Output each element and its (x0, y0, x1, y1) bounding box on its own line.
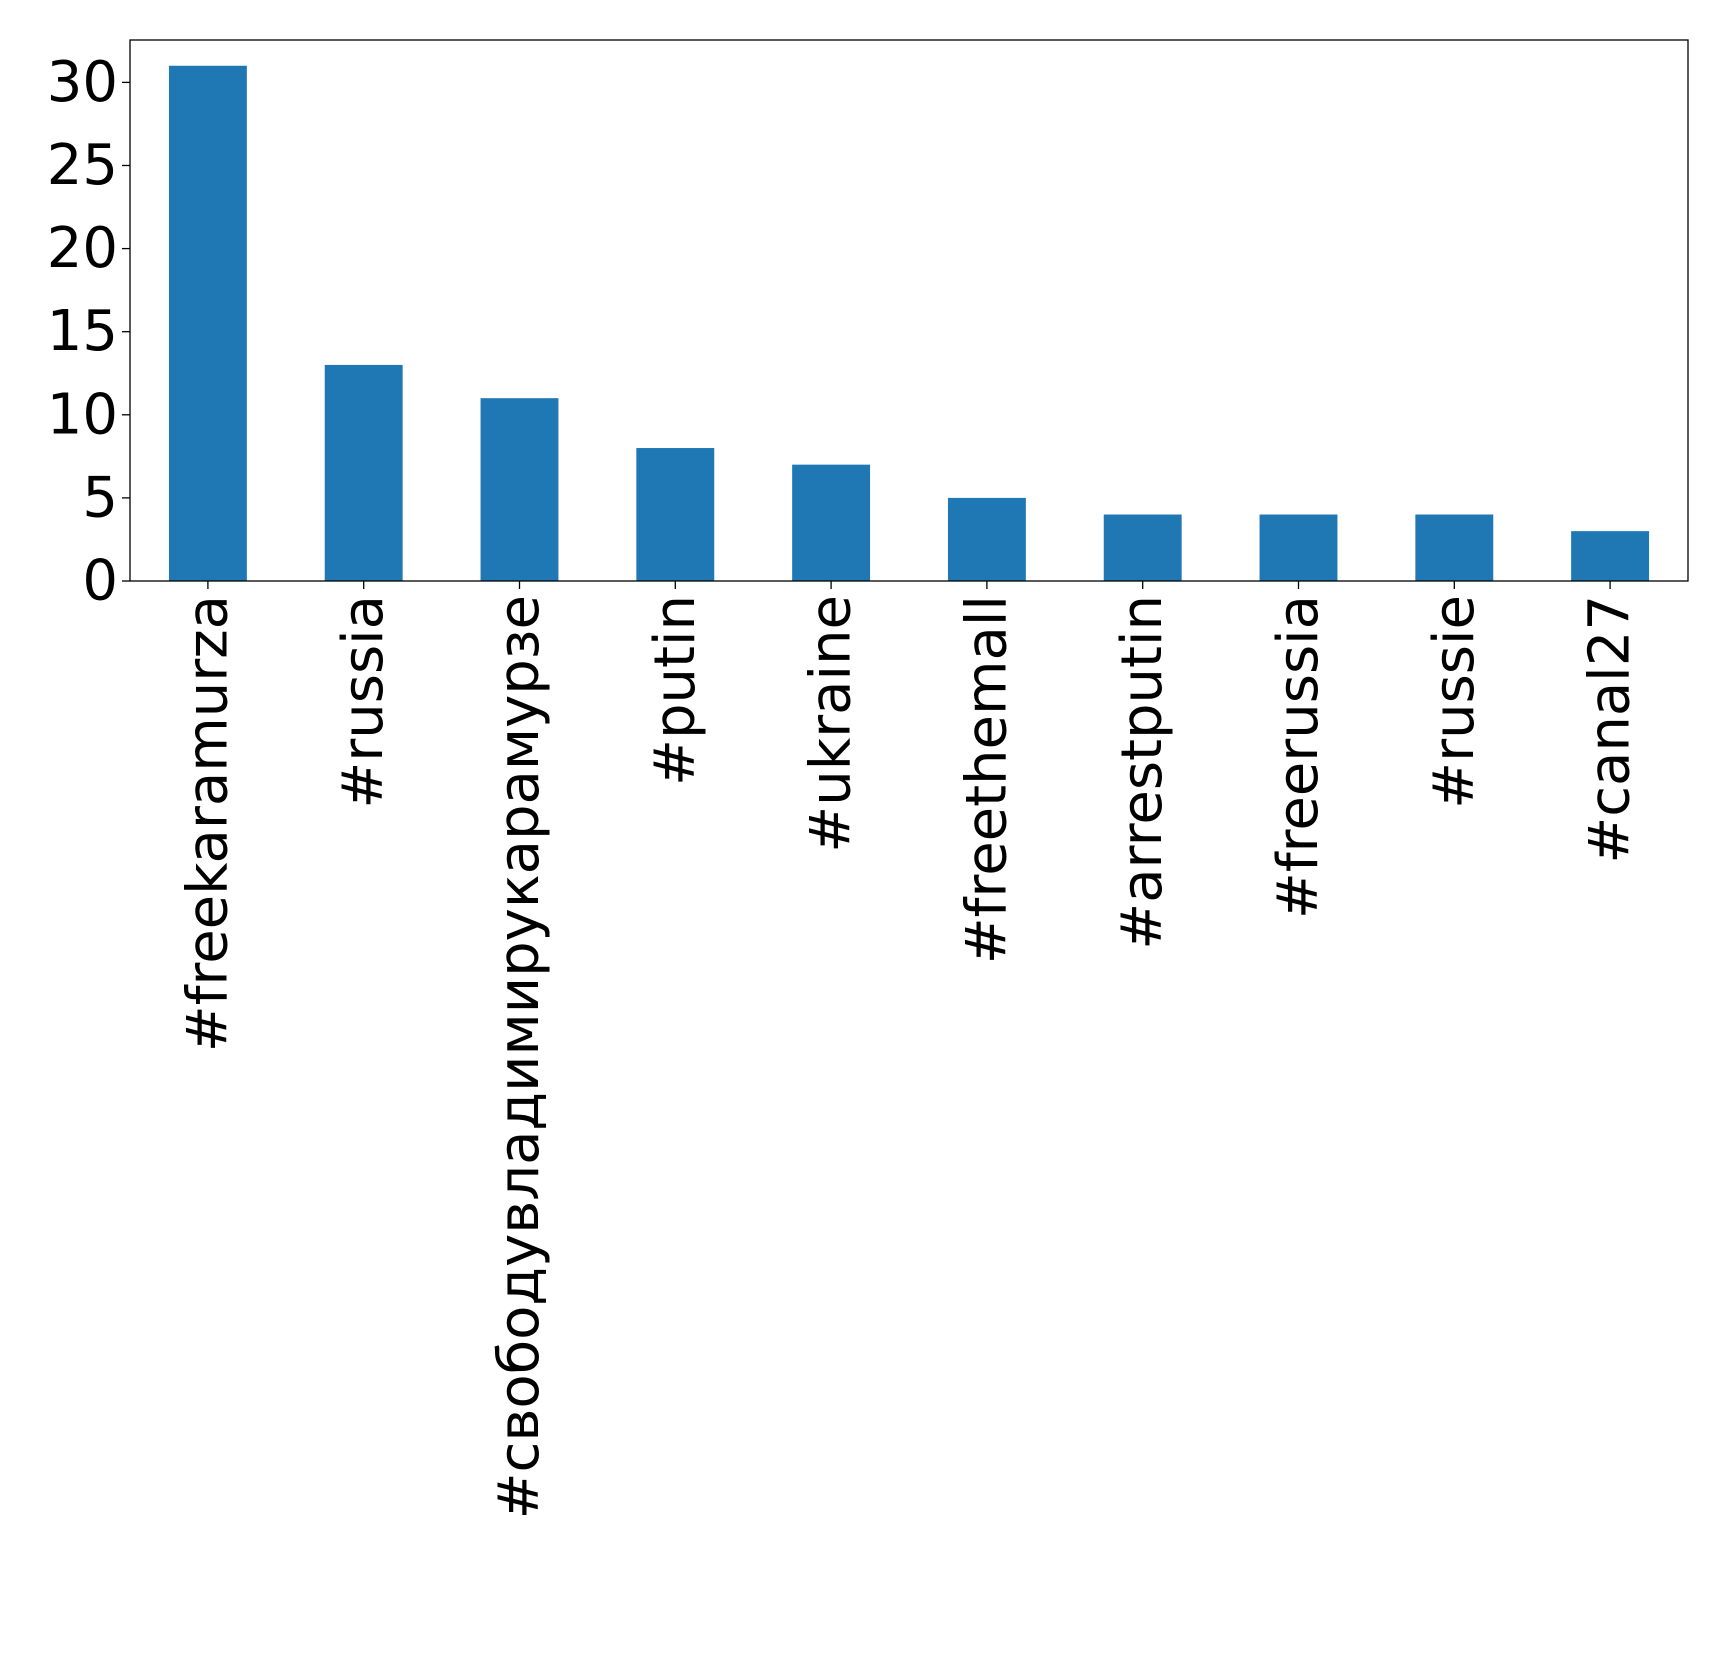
y-tick-label: 25 (47, 133, 118, 198)
x-tick-label: #putin (643, 595, 708, 786)
bar-10 (1571, 531, 1650, 581)
x-tick-label: #ukraine (799, 595, 864, 853)
x-tick-label: #russia (331, 595, 396, 809)
bar-2 (324, 364, 403, 581)
x-tick-label: #freerussia (1266, 595, 1331, 919)
y-tick-label: 5 (82, 465, 118, 530)
bar-8 (1259, 514, 1338, 581)
x-tick-label: #свободувладимирукарамурзе (487, 595, 552, 1519)
plot-frame (129, 39, 1689, 582)
bar-4 (636, 448, 715, 581)
bar-7 (1103, 514, 1182, 581)
bar-3 (480, 398, 559, 581)
bar-9 (1415, 514, 1494, 581)
x-tick-label: #freekaramurza (175, 595, 240, 1052)
bar-5 (792, 464, 871, 581)
bars-layer (168, 65, 1650, 581)
x-tick-label: #canal27 (1578, 595, 1643, 864)
y-tick-label: 30 (47, 50, 118, 115)
x-tick-label: #russie (1422, 595, 1487, 809)
y-tick-label: 0 (82, 549, 118, 614)
bar-6 (947, 497, 1026, 581)
y-tick-label: 10 (47, 382, 118, 447)
y-axis: 0 5 10 15 20 25 30 (47, 50, 130, 614)
bar-1 (168, 65, 247, 581)
x-tick-label: #arrestputin (1110, 595, 1175, 950)
x-axis: #freekaramurza #russia #свободувладимирука… (175, 581, 1643, 1519)
x-tick-label: #freethemall (954, 595, 1019, 964)
y-tick-label: 15 (47, 299, 118, 364)
y-tick-label: 20 (47, 216, 118, 281)
